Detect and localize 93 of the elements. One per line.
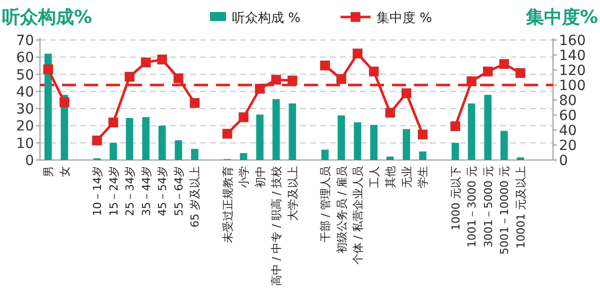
legend-label: 听众构成 % [232, 11, 300, 26]
point [222, 128, 232, 139]
bar [321, 150, 329, 160]
point [271, 74, 282, 85]
point [288, 76, 298, 86]
y2-tick-label: 20 [559, 138, 577, 154]
bar [468, 103, 476, 160]
x-tick-label: 65 岁及以上 [188, 166, 202, 228]
y-tick-label: 0 [25, 153, 34, 169]
x-tick-label: 未受过正规教育 [221, 166, 234, 243]
x-tick-label: 45－54岁 [156, 166, 170, 216]
point [190, 98, 200, 108]
bar [158, 126, 166, 160]
y2-tick-label: 160 [559, 33, 586, 49]
point [157, 54, 168, 64]
x-tick-label: 35－44岁 [140, 166, 153, 216]
point [385, 108, 396, 118]
bar [174, 140, 182, 160]
y-tick-label: 30 [16, 102, 34, 118]
point [254, 84, 265, 94]
x-tick-label: 高中 / 中专 / 职高 / 技校 [270, 166, 284, 286]
x-tick-label: 55－64岁 [172, 166, 186, 216]
point [174, 73, 184, 84]
point [336, 74, 346, 84]
bar [516, 157, 524, 160]
point [402, 88, 412, 98]
bar [272, 99, 280, 160]
y2-tick-label: 0 [559, 153, 568, 169]
y-tick-label: 40 [16, 84, 34, 100]
x-tick-label: 5001－10000 元 [498, 166, 512, 254]
x-tick-label: 干部 / 管理人员 [319, 166, 332, 243]
x-tick-label: 1000 元以下 [449, 166, 462, 230]
bar [288, 103, 296, 160]
point [499, 59, 510, 69]
point [238, 112, 248, 122]
bar [240, 153, 248, 160]
y2-tick-label: 120 [559, 63, 586, 79]
y2-tick-label: 80 [559, 93, 577, 109]
x-tick-label: 15－24岁 [107, 166, 120, 216]
x-tick-label: 女 [58, 166, 72, 177]
y2-tick-label: 140 [559, 48, 586, 64]
legend-label: 集中度 % [376, 10, 432, 26]
point [320, 60, 330, 70]
point [466, 76, 476, 86]
x-tick-label: 10001 元及以上 [514, 166, 528, 248]
bar [419, 151, 426, 160]
bar [110, 142, 117, 160]
point [418, 130, 428, 140]
bar [484, 94, 492, 160]
y-tick-label: 70 [16, 33, 34, 49]
x-tick-label: 大学及以上 [286, 166, 300, 221]
x-tick-label: 无业 [400, 166, 414, 188]
x-tick-label: 10－14岁 [91, 166, 104, 216]
x-tick-label: 小学 [238, 166, 251, 188]
point [124, 72, 134, 82]
bar [452, 142, 459, 160]
bar [386, 156, 394, 160]
bar [402, 129, 410, 160]
x-tick-label: 学生 [416, 166, 430, 188]
y2-tick-label: 100 [559, 78, 586, 94]
x-tick-label: 3001－5000 元 [482, 166, 495, 248]
point [516, 68, 526, 78]
y-tick-label: 10 [16, 136, 34, 152]
bar [142, 117, 150, 160]
point [450, 121, 460, 132]
x-tick-label: 工人 [368, 166, 381, 188]
bar [256, 114, 264, 160]
y-axis-title: 听众构成% [2, 7, 92, 28]
x-tick-label: 初中 [254, 166, 267, 188]
bar [338, 115, 345, 160]
x-tick-label: 1001－3000 元 [466, 166, 479, 248]
bar [191, 148, 198, 160]
y2-axis-title: 集中度% [524, 7, 598, 28]
y2-tick-label: 60 [559, 108, 577, 124]
bar [126, 118, 134, 160]
point [140, 58, 151, 68]
bar [500, 130, 508, 160]
x-tick-label: 其他 [384, 166, 398, 188]
x-tick-label: 个体 / 私营企业人员 [352, 166, 365, 265]
y-tick-label: 20 [16, 118, 34, 135]
point [352, 48, 362, 58]
point [108, 118, 118, 128]
point [368, 66, 379, 76]
x-tick-label: 初级公务员 / 雇员 [335, 166, 348, 254]
x-tick-label: 男 [42, 166, 56, 177]
y-tick-label: 50 [16, 67, 34, 84]
bar [354, 122, 362, 160]
x-tick-label: 25－34岁 [124, 166, 137, 216]
point [92, 136, 102, 146]
bar [370, 124, 378, 160]
y-tick-label: 60 [16, 50, 34, 66]
point [482, 66, 493, 76]
y2-tick-label: 40 [559, 123, 577, 139]
